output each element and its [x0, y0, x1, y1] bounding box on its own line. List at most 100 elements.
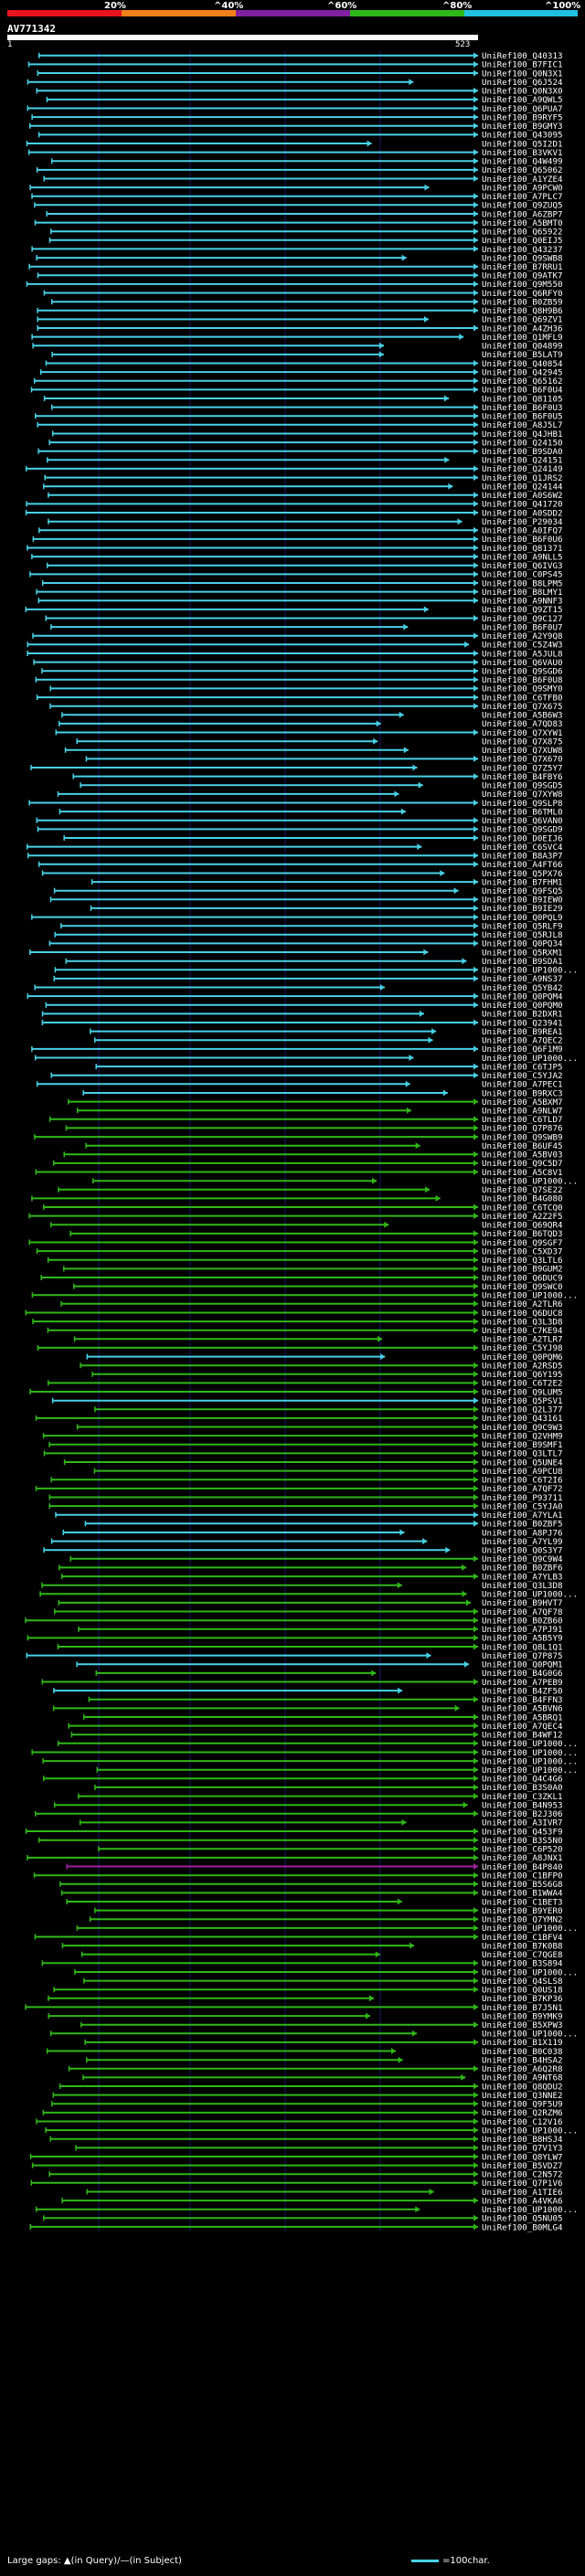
hit-label[interactable]: UniRef100_A0SDD2 [482, 508, 563, 518]
hit-label[interactable]: UniRef100_A8JNX1 [482, 1853, 563, 1863]
hit-row[interactable]: UniRef100_Q7V1Y3 [75, 2144, 563, 2154]
hit-label[interactable]: UniRef100_UP1000... [482, 1590, 578, 1600]
hit-row[interactable]: UniRef100_Q7XYW8 [57, 790, 563, 800]
hit-row[interactable]: UniRef100_Q3LTL7 [43, 1449, 563, 1459]
hit-row[interactable]: UniRef100_Q6DUC9 [40, 1273, 563, 1283]
hit-row[interactable]: UniRef100_B8LPM5 [41, 578, 563, 588]
hit-label[interactable]: UniRef100_Q43161 [482, 1414, 563, 1424]
hit-row[interactable]: UniRef100_Q8QDU2 [58, 2082, 563, 2092]
hit-row[interactable]: UniRef100_A5BVN6 [52, 1704, 563, 1714]
hit-row[interactable]: UniRef100_Q23941 [41, 1018, 563, 1028]
hit-row[interactable]: UniRef100_A5BRQ1 [82, 1712, 563, 1723]
hit-row[interactable]: UniRef100_Q5YB42 [34, 983, 563, 993]
hit-label[interactable]: UniRef100_B2DXR1 [482, 1010, 563, 1020]
hit-row[interactable]: UniRef100_B6F0U5 [35, 412, 563, 422]
hit-row[interactable]: UniRef100_C6P520 [98, 1845, 563, 1855]
hit-row[interactable]: UniRef100_B9SDA0 [37, 447, 563, 457]
hit-label[interactable]: UniRef100_Q3L3D8 [482, 1581, 563, 1591]
hit-row[interactable]: UniRef100_B5S6G8 [59, 1880, 563, 1890]
hit-row[interactable]: UniRef100_Q43237 [31, 245, 563, 255]
hit-row[interactable]: UniRef100_B7K0B8 [61, 1941, 563, 1951]
hit-label[interactable]: UniRef100_UP1000... [482, 1765, 578, 1776]
hit-row[interactable]: UniRef100_B9IE29 [90, 904, 563, 914]
hit-row[interactable]: UniRef100_B8A3P7 [27, 852, 563, 862]
hit-label[interactable]: UniRef100_B4FBY6 [482, 772, 563, 782]
hit-label[interactable]: UniRef100_B8LPM5 [482, 578, 563, 588]
hit-label[interactable]: UniRef100_B9SDA1 [482, 957, 563, 967]
hit-row[interactable]: UniRef100_B0ZBF5 [84, 1520, 563, 1530]
hit-row[interactable]: UniRef100_B4P840 [66, 1862, 563, 1872]
hit-label[interactable]: UniRef100_Q81105 [482, 394, 563, 404]
hit-label[interactable]: UniRef100_Q9ZUQ5 [482, 201, 563, 211]
hit-label[interactable]: UniRef100_B1X119 [482, 2038, 563, 2048]
hit-label[interactable]: UniRef100_Q6IVG3 [482, 561, 563, 571]
hit-row[interactable]: UniRef100_UP1000... [31, 1748, 578, 1758]
hit-label[interactable]: UniRef100_B0C038 [482, 2047, 563, 2057]
hit-label[interactable]: UniRef100_C1BFP0 [482, 1871, 563, 1882]
hit-row[interactable]: UniRef100_B9REA1 [90, 1027, 563, 1037]
hit-row[interactable]: UniRef100_A2Y9Q8 [32, 631, 563, 641]
hit-label[interactable]: UniRef100_C2N572 [482, 2170, 563, 2180]
hit-label[interactable]: UniRef100_C6P520 [482, 1845, 563, 1855]
hit-row[interactable]: UniRef100_B3S0A0 [94, 1783, 563, 1793]
hit-label[interactable]: UniRef100_Q6Y195 [482, 1370, 563, 1380]
hit-row[interactable]: UniRef100_Q43161 [35, 1414, 563, 1424]
hit-label[interactable]: UniRef100_B0ZBF6 [482, 1564, 563, 1574]
hit-label[interactable]: UniRef100_C5XD37 [482, 1246, 563, 1256]
hit-row[interactable]: UniRef100_B7J5N1 [25, 2003, 563, 2013]
hit-label[interactable]: UniRef100_Q0PQ34 [482, 939, 563, 949]
hit-row[interactable]: UniRef100_Q9SGD5 [80, 781, 563, 791]
hit-label[interactable]: UniRef100_B4FFN3 [482, 1695, 563, 1705]
hit-label[interactable]: UniRef100_C1BFV4 [482, 1933, 563, 1943]
hit-row[interactable]: UniRef100_B1X119 [84, 2038, 563, 2048]
hit-label[interactable]: UniRef100_B4ZF50 [482, 1686, 563, 1696]
hit-row[interactable]: UniRef100_Q9C9W3 [76, 1423, 563, 1433]
hit-label[interactable]: UniRef100_UP1000... [482, 1967, 578, 1977]
hit-label[interactable]: UniRef100_UP1000... [482, 2030, 578, 2040]
hit-row[interactable]: UniRef100_A8J5L7 [37, 420, 563, 430]
hit-row[interactable]: UniRef100_Q3L3D8 [41, 1581, 563, 1591]
hit-label[interactable]: UniRef100_B5XPW3 [482, 2020, 563, 2030]
hit-label[interactable]: UniRef100_A8J5L7 [482, 420, 563, 430]
hit-label[interactable]: UniRef100_A9NS37 [482, 974, 563, 984]
hit-row[interactable]: UniRef100_C5YJA2 [50, 1071, 563, 1081]
hit-label[interactable]: UniRef100_B4G0G6 [482, 1669, 563, 1679]
hit-label[interactable]: UniRef100_B9REA1 [482, 1027, 563, 1037]
hit-row[interactable]: UniRef100_B6F0U4 [30, 386, 563, 396]
hit-label[interactable]: UniRef100_B6F0U3 [482, 403, 563, 413]
hit-row[interactable]: UniRef100_A7PJ91 [78, 1625, 563, 1635]
hit-row[interactable]: UniRef100_B4ZF50 [53, 1686, 563, 1696]
hit-row[interactable]: UniRef100_A9NLL5 [31, 552, 563, 562]
hit-label[interactable]: UniRef100_B2J306 [482, 1809, 563, 1819]
hit-row[interactable]: UniRef100_A9NNF3 [37, 597, 563, 607]
hit-row[interactable]: UniRef100_A1YZE4 [43, 175, 563, 185]
hit-label[interactable]: UniRef100_Q24151 [482, 456, 563, 466]
hit-label[interactable]: UniRef100_Q0PQM4 [482, 991, 563, 1002]
hit-label[interactable]: UniRef100_Q7XYW8 [482, 790, 563, 800]
hit-row[interactable]: UniRef100_A5C8V1 [35, 1168, 563, 1178]
hit-label[interactable]: UniRef100_B0ZB60 [482, 1617, 563, 1627]
hit-row[interactable]: UniRef100_Q5RLF9 [60, 922, 563, 932]
hit-label[interactable]: UniRef100_Q6J524 [482, 78, 563, 88]
hit-row[interactable]: UniRef100_Q24144 [43, 482, 563, 493]
hit-row[interactable]: UniRef100_UP1000... [45, 2125, 578, 2136]
hit-row[interactable]: UniRef100_A4VKA6 [61, 2196, 563, 2206]
hit-row[interactable]: UniRef100_B0ZB59 [50, 298, 563, 308]
hit-label[interactable]: UniRef100_Q04899 [482, 342, 563, 352]
hit-row[interactable]: UniRef100_UP1000... [39, 1590, 578, 1600]
hit-row[interactable]: UniRef100_Q6RFY0 [43, 289, 563, 299]
hit-row[interactable]: UniRef100_Q69QR4 [49, 1221, 563, 1231]
hit-row[interactable]: UniRef100_C6TFB0 [36, 693, 563, 703]
hit-row[interactable]: UniRef100_C6TJP5 [95, 1062, 563, 1072]
hit-row[interactable]: UniRef100_Q7Z5Y7 [30, 763, 563, 773]
hit-label[interactable]: UniRef100_B3S5N0 [482, 1836, 563, 1846]
hit-row[interactable]: UniRef100_C5YJA0 [48, 1501, 563, 1511]
hit-row[interactable]: UniRef100_Q9F5U9 [51, 2100, 563, 2110]
hit-row[interactable]: UniRef100_A2Z2F5 [28, 1212, 563, 1222]
hit-row[interactable]: UniRef100_Q2VHM9 [42, 1431, 563, 1441]
hit-row[interactable]: UniRef100_B9RYF5 [31, 112, 563, 122]
hit-label[interactable]: UniRef100_B1WWA4 [482, 1889, 563, 1899]
hit-label[interactable]: UniRef100_Q7P1V6 [482, 2178, 563, 2189]
hit-label[interactable]: UniRef100_UP1000... [482, 966, 578, 976]
hit-label[interactable]: UniRef100_Q9SWC0 [482, 1282, 563, 1292]
